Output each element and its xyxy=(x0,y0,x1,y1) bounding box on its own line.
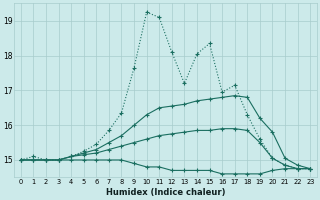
X-axis label: Humidex (Indice chaleur): Humidex (Indice chaleur) xyxy=(106,188,225,197)
